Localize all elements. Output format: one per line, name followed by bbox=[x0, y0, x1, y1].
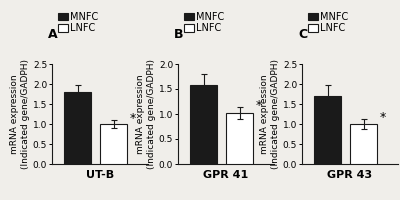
Bar bbox=[314, 96, 342, 164]
Bar bbox=[64, 92, 92, 164]
Y-axis label: mRNA expression
(Indicated gene/GADPH): mRNA expression (Indicated gene/GADPH) bbox=[136, 59, 156, 169]
X-axis label: UT-B: UT-B bbox=[86, 170, 114, 180]
Text: *: * bbox=[380, 112, 386, 124]
Bar bbox=[226, 113, 254, 164]
Legend: MNFC, LNFC: MNFC, LNFC bbox=[57, 11, 100, 34]
X-axis label: GPR 43: GPR 43 bbox=[328, 170, 372, 180]
Y-axis label: mRNA expression
(Indicated gene/GADPH): mRNA expression (Indicated gene/GADPH) bbox=[10, 59, 30, 169]
Legend: MNFC, LNFC: MNFC, LNFC bbox=[183, 11, 226, 34]
Legend: MNFC, LNFC: MNFC, LNFC bbox=[307, 11, 350, 34]
Bar bbox=[190, 85, 218, 164]
Text: A: A bbox=[48, 28, 58, 41]
Y-axis label: mRNA expression
(Indicated gene/GADPH): mRNA expression (Indicated gene/GADPH) bbox=[260, 59, 280, 169]
Text: B: B bbox=[174, 28, 184, 41]
Text: *: * bbox=[256, 98, 262, 112]
Bar bbox=[350, 124, 378, 164]
Text: *: * bbox=[130, 112, 136, 125]
Bar bbox=[100, 124, 128, 164]
X-axis label: GPR 41: GPR 41 bbox=[203, 170, 249, 180]
Text: C: C bbox=[298, 28, 307, 41]
